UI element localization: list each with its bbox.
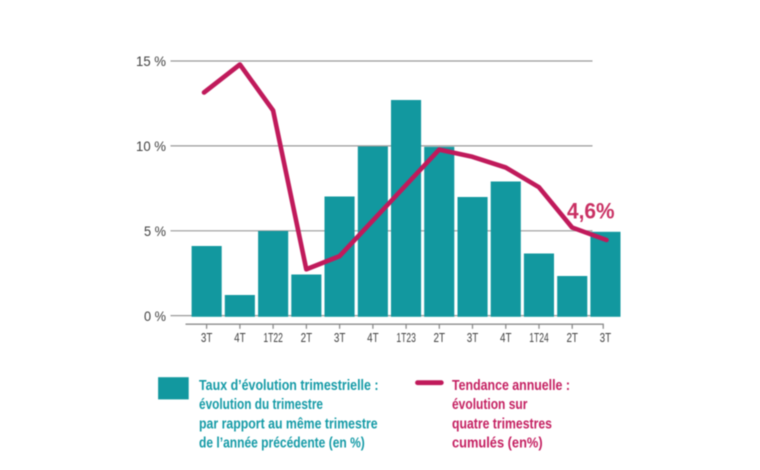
svg-text:1T24: 1T24: [529, 330, 549, 345]
svg-text:4,6%: 4,6%: [567, 199, 615, 224]
svg-text:1T22: 1T22: [263, 330, 283, 345]
svg-text:5 %: 5 %: [144, 223, 166, 239]
svg-text:3T: 3T: [334, 330, 346, 345]
svg-text:Tendance annuelle :: Tendance annuelle :: [452, 377, 570, 394]
svg-text:3T: 3T: [201, 330, 213, 345]
svg-text:cumulés (en%): cumulés (en%): [452, 435, 543, 452]
svg-text:10 %: 10 %: [136, 138, 166, 154]
svg-text:15 %: 15 %: [136, 53, 166, 69]
svg-text:quatre trimestres: quatre trimestres: [452, 415, 552, 432]
svg-text:3T: 3T: [467, 330, 479, 345]
svg-text:par rapport au même trimestre: par rapport au même trimestre: [199, 415, 378, 432]
svg-text:évolution du trimestre: évolution du trimestre: [199, 396, 323, 413]
svg-text:1T23: 1T23: [396, 330, 416, 345]
svg-text:4T: 4T: [367, 330, 379, 345]
svg-text:0 %: 0 %: [144, 308, 166, 324]
svg-text:Taux d’évolution trimestrielle: Taux d’évolution trimestrielle :: [199, 377, 379, 394]
svg-text:de l’année précédente (en %): de l’année précédente (en %): [199, 435, 365, 452]
svg-text:2T: 2T: [434, 330, 446, 345]
svg-text:évolution sur: évolution sur: [452, 396, 528, 413]
svg-text:2T: 2T: [566, 330, 578, 345]
svg-text:4T: 4T: [500, 330, 512, 345]
svg-text:3T: 3T: [600, 330, 612, 345]
svg-text:4T: 4T: [234, 330, 246, 345]
svg-text:2T: 2T: [301, 330, 313, 345]
